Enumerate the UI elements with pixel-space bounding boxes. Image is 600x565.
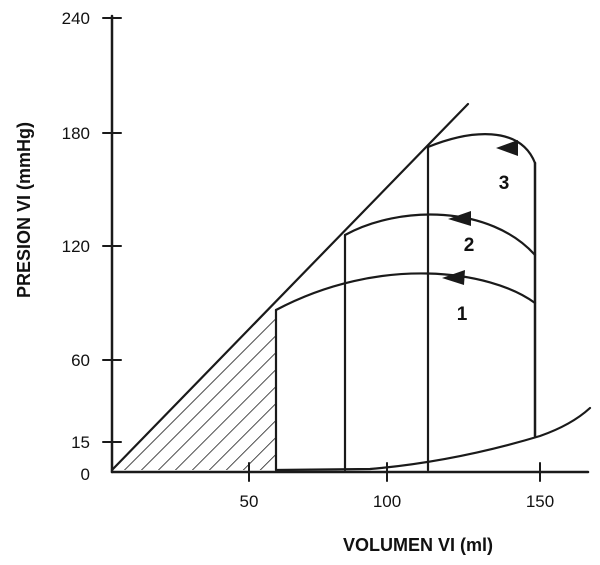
loop-2-label: 2	[464, 235, 475, 256]
hatched-region	[112, 314, 276, 470]
y-tick-label-15: 15	[71, 433, 90, 452]
loop-3-ejection-curve	[426, 133, 537, 165]
y-axis-title: PRESION VI (mmHg)	[14, 122, 34, 298]
x-tick-label-150: 150	[526, 492, 554, 511]
loop-1-label: 1	[457, 304, 468, 325]
y-tick-label-240: 240	[62, 9, 90, 28]
y-tick-label-60: 60	[71, 351, 90, 370]
loop-2-ejection-curve	[343, 213, 537, 257]
loop-1-ejection-curve	[274, 272, 537, 312]
y-tick-label-0: 0	[81, 465, 90, 484]
y-tick-label-120: 120	[62, 237, 90, 256]
end-diastolic-pv-curve	[274, 406, 592, 472]
loop-3: 3	[426, 133, 537, 472]
x-tick-label-100: 100	[373, 492, 401, 511]
x-axis-title: VOLUMEN VI (ml)	[343, 535, 493, 555]
loop-3-arrowhead	[496, 140, 518, 156]
end-systolic-pv-line	[110, 102, 470, 472]
loop-2: 2	[343, 211, 537, 472]
y-tick-label-180: 180	[62, 124, 90, 143]
y-ticks	[102, 17, 122, 443]
x-tick-label-50: 50	[240, 492, 259, 511]
loop-1-arrowhead	[442, 270, 465, 285]
loop-1: 1	[274, 270, 537, 472]
loop-2-arrowhead	[448, 211, 471, 226]
loop-3-label: 3	[499, 173, 510, 194]
x-ticks	[248, 462, 541, 482]
